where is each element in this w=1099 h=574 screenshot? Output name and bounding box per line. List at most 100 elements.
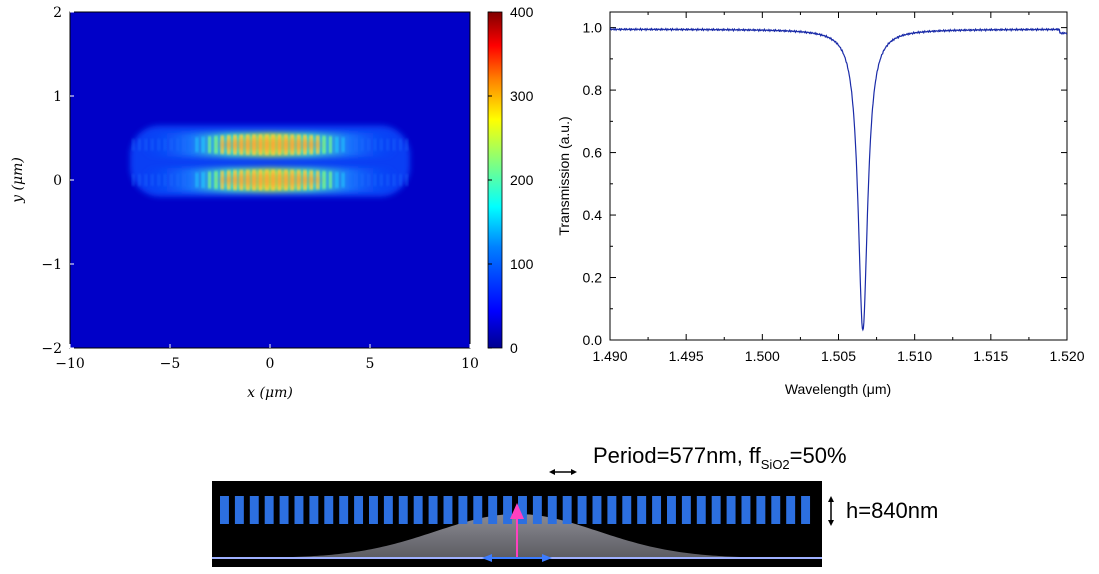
grating-bar xyxy=(220,496,229,524)
grating-bar xyxy=(592,496,602,524)
field-stripe xyxy=(157,173,161,187)
field-stripe xyxy=(392,138,396,151)
field-stripe xyxy=(169,138,173,151)
field-hotspot-0 xyxy=(218,173,322,187)
field-stripe xyxy=(201,172,205,188)
field-stripe xyxy=(373,138,377,151)
field-stripe xyxy=(195,172,199,188)
field-stripe xyxy=(201,136,205,153)
field-stripe xyxy=(214,135,218,154)
field-stripe xyxy=(137,138,142,151)
grating-bar xyxy=(607,496,617,524)
transmission-x-tick-label: 1.490 xyxy=(592,348,627,364)
grating-bar xyxy=(279,496,289,524)
heatmap-x-tick-label: −10 xyxy=(55,356,85,372)
grating-bar xyxy=(428,496,438,524)
grating-bar xyxy=(309,496,319,524)
field-stripe xyxy=(398,138,403,151)
grating-bar xyxy=(413,496,423,524)
transmission-y-ticks: 1.0 0.8 0.6 0.4 0.2 0.0 xyxy=(583,20,1067,348)
heatmap-y-tick-label: 2 xyxy=(53,5,62,21)
heatmap-x-tick-label: 0 xyxy=(266,356,275,372)
colorbar: 400 300 200 100 0 xyxy=(487,4,534,356)
field-stripe xyxy=(144,173,148,187)
transmission-y-tick-label: 1.0 xyxy=(583,20,603,36)
heatmap-y-axis-label: y (μm) xyxy=(10,157,26,204)
field-stripe xyxy=(163,173,167,187)
transmission-x-tick-label: 1.520 xyxy=(1049,348,1084,364)
field-stripe xyxy=(335,172,339,188)
field-hotspot-1 xyxy=(218,137,322,152)
grating-bar xyxy=(503,496,513,524)
field-stripe xyxy=(131,138,135,151)
field-stripe xyxy=(360,138,364,151)
transmission-y-tick-label: 0.8 xyxy=(583,82,603,98)
field-stripe xyxy=(163,138,167,151)
field-stripe xyxy=(335,136,339,153)
field-stripe xyxy=(137,173,142,187)
right-propagation-arrow xyxy=(542,554,552,562)
colorbar-tick-label: 200 xyxy=(510,172,534,188)
colorbar-ticks: 400 300 200 100 0 xyxy=(488,4,534,356)
transmission-y-tick-label: 0.2 xyxy=(583,270,603,286)
transmission-x-tick-label: 1.515 xyxy=(973,348,1008,364)
grating-bar xyxy=(532,496,542,524)
field-stripe xyxy=(386,138,390,151)
grating-bar xyxy=(443,496,453,524)
grating-bar xyxy=(652,496,662,524)
grating-bar xyxy=(398,496,408,524)
grating-bar xyxy=(547,496,557,524)
transmission-y-axis-label: Transmission (a.u.) xyxy=(556,116,572,235)
field-stripe xyxy=(131,173,135,186)
grating-bar xyxy=(637,496,647,524)
transmission-y-tick-label: 0.4 xyxy=(583,207,603,223)
field-stripe xyxy=(214,171,218,189)
period-arrow-right-head xyxy=(571,469,577,475)
heatmap-y-tick-label: 0 xyxy=(53,173,62,189)
transmission-x-tick-label: 1.505 xyxy=(821,348,856,364)
field-stripe xyxy=(176,138,180,151)
period-label: Period=577nm, ffSiO2=50% xyxy=(593,443,847,472)
transmission-x-tick-label: 1.495 xyxy=(669,348,704,364)
heatmap-x-tick-label: −5 xyxy=(160,356,181,372)
heatmap-x-ticks: −10 −5 0 5 10 xyxy=(55,344,479,372)
grating-bar xyxy=(354,496,364,524)
grating-bar xyxy=(711,496,721,524)
field-stripe xyxy=(144,138,148,151)
transmission-x-ticks: 1.490 1.495 1.500 1.505 1.510 1.515 1.520 xyxy=(592,12,1085,364)
colorbar-tick-label: 100 xyxy=(510,256,534,272)
field-stripe xyxy=(150,138,154,151)
field-stripe xyxy=(322,171,326,189)
field-stripe xyxy=(176,173,180,187)
field-stripe xyxy=(405,173,409,186)
field-stripe xyxy=(386,173,390,187)
grating-bar xyxy=(294,496,304,524)
height-arrow-bottom-head xyxy=(828,520,834,526)
field-intensity-heatmap: −10 −5 0 5 10 210−1−2 x (μm) y (μm) xyxy=(10,5,479,401)
field-stripe xyxy=(347,173,352,187)
field-stripe xyxy=(373,173,377,187)
grating-bar xyxy=(696,496,706,524)
field-stripe xyxy=(182,173,186,187)
heatmap-y-tick-label: 1 xyxy=(53,89,62,105)
field-stripe xyxy=(392,173,396,187)
grating-bar xyxy=(622,496,632,524)
heatmap-field xyxy=(130,125,410,197)
field-stripe xyxy=(405,138,409,151)
heatmap-y-tick-label: −2 xyxy=(41,341,62,357)
field-stripe xyxy=(188,173,193,187)
grating-bar xyxy=(324,496,334,524)
grating-bar xyxy=(726,496,736,524)
grating-bar xyxy=(369,496,378,524)
heatmap-x-axis-label: x (μm) xyxy=(247,385,293,401)
transmission-x-tick-label: 1.510 xyxy=(897,348,932,364)
field-stripe xyxy=(341,137,345,153)
grating-bar xyxy=(681,496,691,524)
colorbar-tick-label: 0 xyxy=(510,340,518,356)
field-stripe xyxy=(354,173,358,187)
transmission-plot: 1.490 1.495 1.500 1.505 1.510 1.515 1.520 1.0 0… xyxy=(556,11,1085,397)
grating-bar xyxy=(488,496,498,524)
height-arrow-top-head xyxy=(828,496,834,502)
transmission-y-tick-label: 0.0 xyxy=(583,332,603,348)
